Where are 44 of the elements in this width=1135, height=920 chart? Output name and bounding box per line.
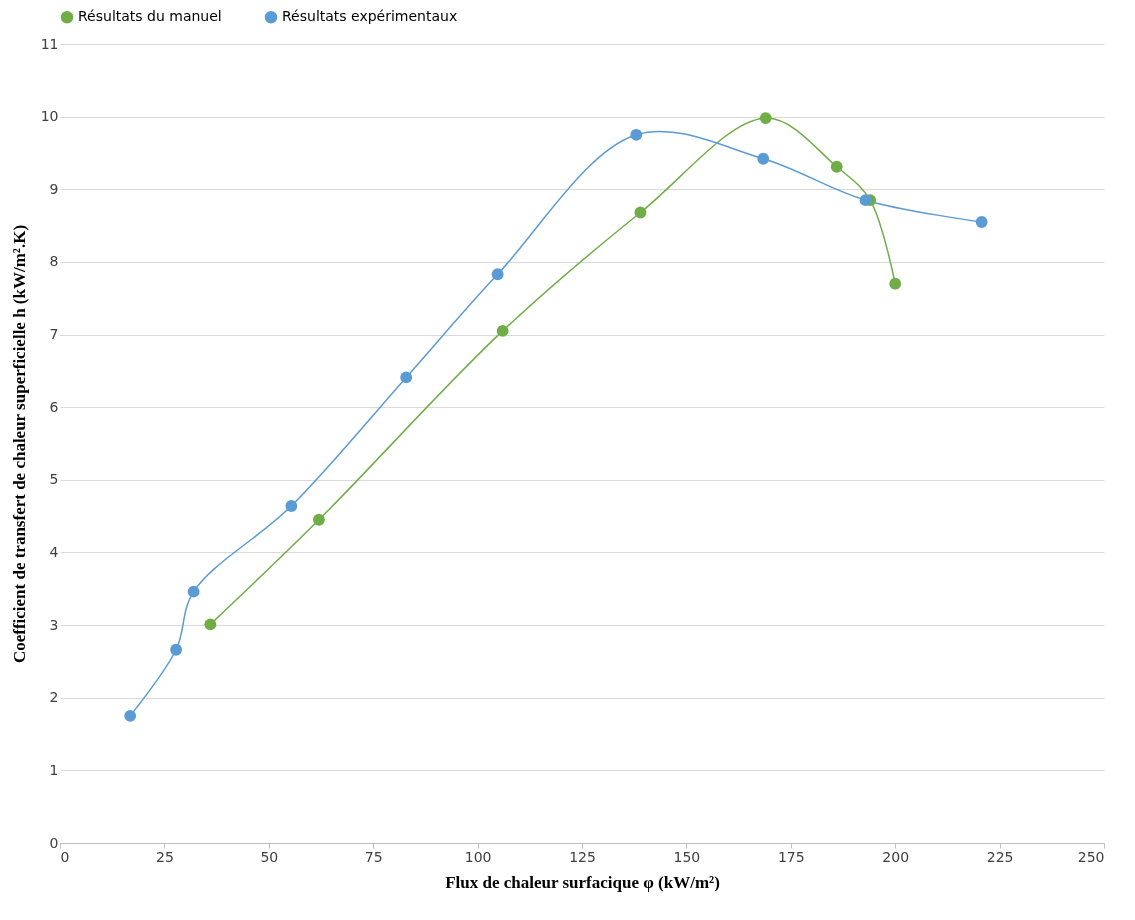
legend-label: Résultats expérimentaux <box>282 8 458 25</box>
y-tick-label: 1 <box>49 761 59 778</box>
y-tick-label: 4 <box>49 543 59 560</box>
x-tick-label: 150 <box>673 848 701 865</box>
point <box>285 500 298 512</box>
point <box>496 325 509 337</box>
x-tick-label: 175 <box>777 848 805 865</box>
point <box>124 709 137 722</box>
x-tick-label: 200 <box>882 848 910 865</box>
point <box>975 216 988 228</box>
y-tick-label: 3 <box>49 616 59 633</box>
x-tick-label: 75 <box>364 848 383 865</box>
y-tick-label: 10 <box>40 108 59 125</box>
x-axis-title: Flux de chaleur surfacique φ (kW/m²) <box>445 872 720 892</box>
point <box>187 585 200 598</box>
x-tick-label: 125 <box>569 848 596 865</box>
y-tick-label: 6 <box>49 398 59 415</box>
y-tick-label: 0 <box>49 834 59 851</box>
x-tick-label: 250 <box>1077 848 1105 865</box>
point <box>830 160 843 173</box>
y-tick-label: 7 <box>49 326 59 343</box>
x-tick-label: 225 <box>986 848 1014 865</box>
y-tick-label: 11 <box>40 35 59 52</box>
y-axis-title: Coefficient de transfert de chaleur superficielle h (kW/m².K) <box>9 224 29 664</box>
point <box>757 152 770 165</box>
point <box>400 371 413 384</box>
point <box>889 277 902 290</box>
x-tick-label: 25 <box>155 848 174 865</box>
point <box>170 643 183 656</box>
point <box>759 112 772 124</box>
point <box>491 268 504 281</box>
y-tick-label: 8 <box>49 253 59 270</box>
point <box>634 206 647 219</box>
point <box>630 128 643 141</box>
point <box>313 513 325 526</box>
point <box>204 618 217 631</box>
y-tick-label: 5 <box>49 471 59 488</box>
x-tick-label: 50 <box>260 848 279 865</box>
point <box>859 194 872 207</box>
legend-label: Résultats du manuel <box>78 8 222 25</box>
x-tick-label: 100 <box>464 848 492 865</box>
y-tick-label: 2 <box>49 689 59 706</box>
y-tick-label: 9 <box>49 180 59 197</box>
x-tick-label: 0 <box>60 848 70 865</box>
